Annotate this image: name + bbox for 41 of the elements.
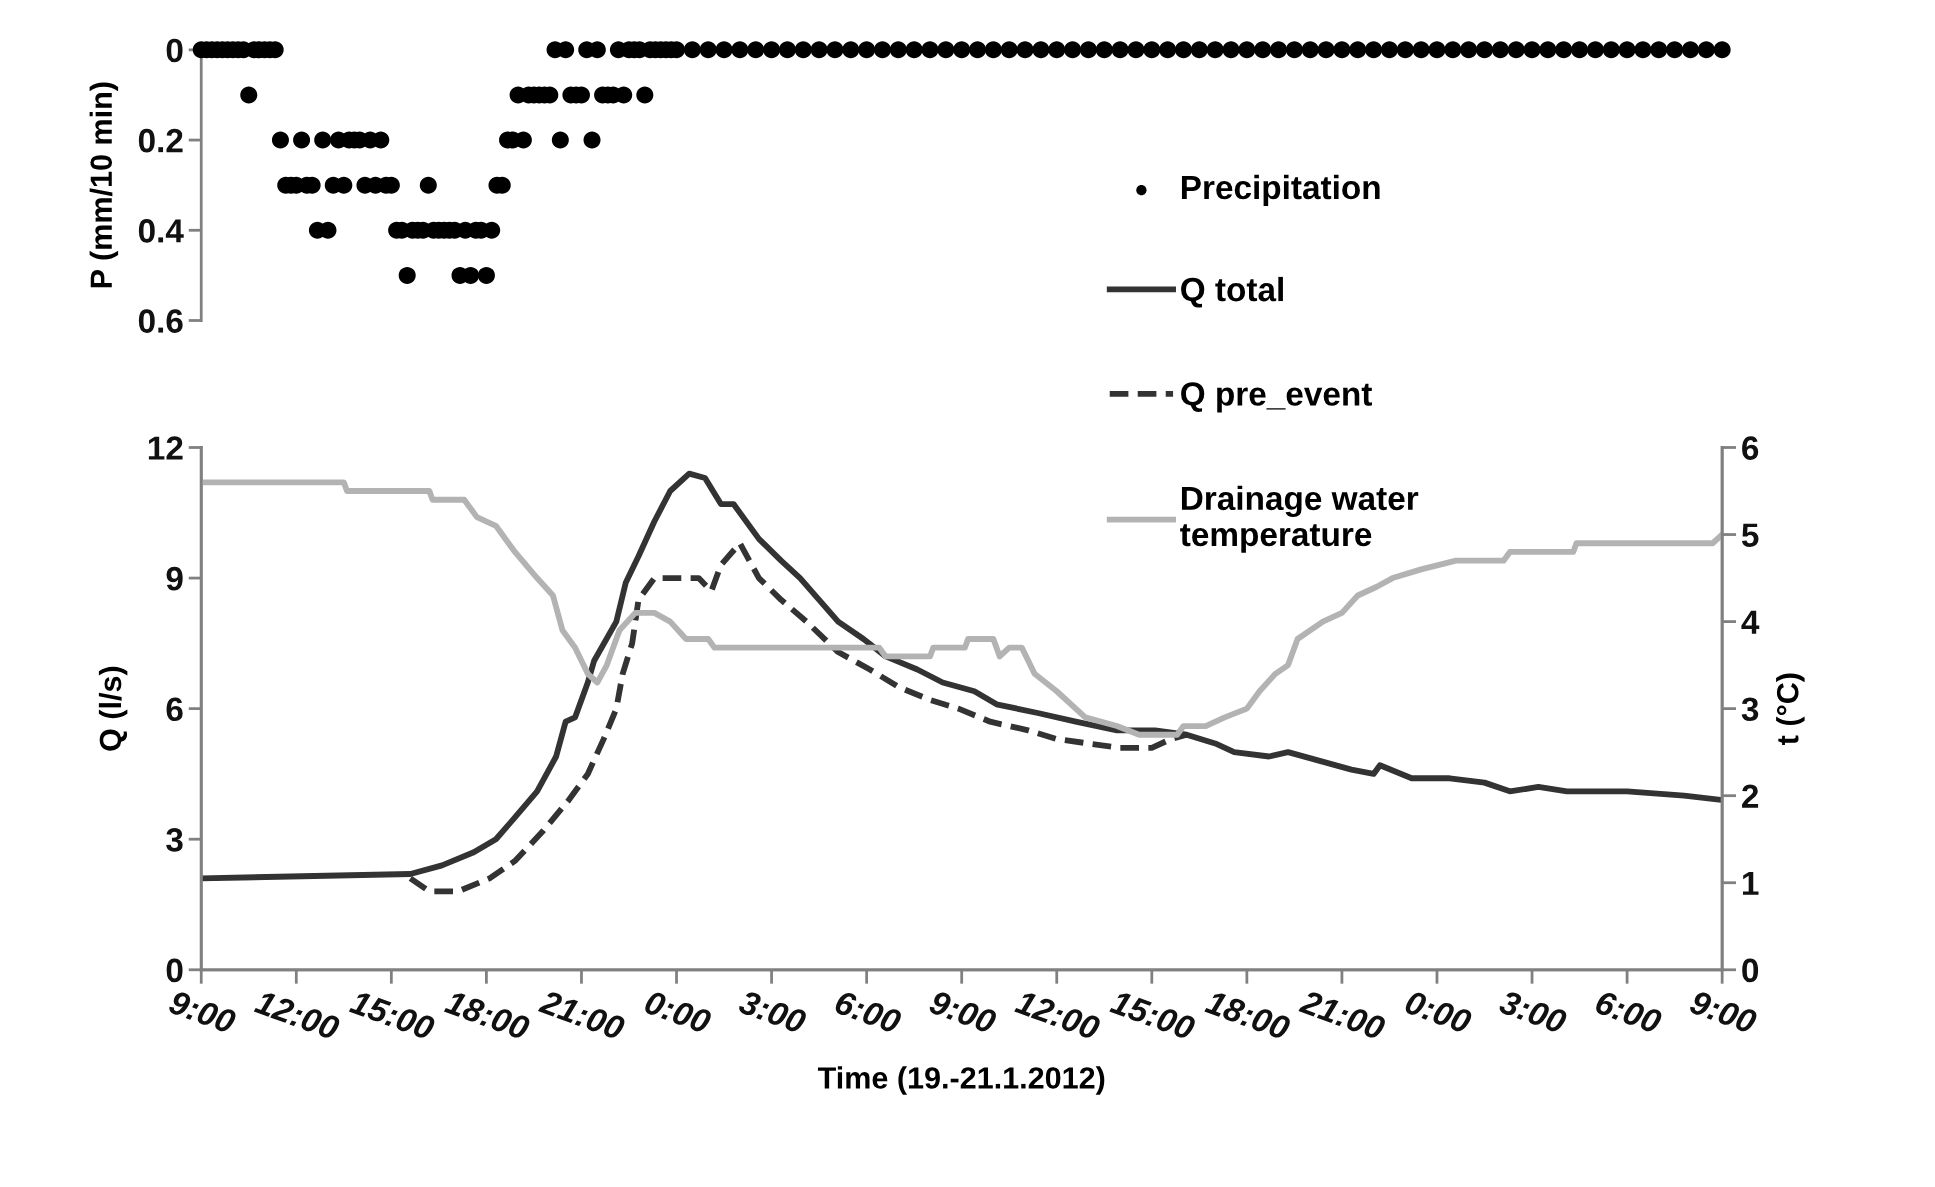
x-tick-label: 15:00: [1109, 989, 1197, 1041]
y-tick-label: 0.6: [138, 309, 183, 333]
x-tick-label: 18:00: [443, 989, 532, 1041]
y-tick-label: 0.2: [138, 128, 183, 153]
x-tick-label: 3:00: [1497, 989, 1569, 1035]
x-tick-label: 6:00: [833, 989, 903, 1035]
x-tick-label: 21:00: [1298, 989, 1387, 1041]
y2-axis-title: t (°C): [1776, 673, 1805, 745]
x-tick-label: 15:00: [348, 989, 437, 1041]
y-tick-label: 12: [148, 436, 183, 460]
x-tick-label: 6:00: [1594, 989, 1664, 1035]
y2-tick-label: 4: [1741, 610, 1760, 634]
y-axis-title: Q (l/s): [98, 666, 128, 751]
y-tick-label: 0.4: [138, 219, 184, 243]
x-tick-label: 12:00: [1014, 989, 1102, 1041]
y2-tick-label: 2: [1742, 784, 1759, 808]
x-tick-label: 9:00: [167, 989, 238, 1035]
x-tick-label: 0:00: [1403, 989, 1474, 1035]
y2-tick-label: 1: [1743, 871, 1759, 895]
y2-tick-label: 3: [1741, 697, 1759, 722]
y2-tick-label: 0: [1742, 958, 1759, 983]
x-axis-title: Time (19.-21.1.2012): [817, 1066, 1105, 1095]
y2-tick-label: 6: [1742, 436, 1759, 460]
legend-label: Q pre_event: [1181, 382, 1372, 413]
legend-label: Precipitation: [1181, 174, 1380, 206]
x-tick-label: 0:00: [643, 989, 713, 1035]
legend-label: Drainage water temperature: [1180, 485, 1419, 553]
y-tick-label: 9: [166, 566, 183, 591]
y-tick-label: 3: [166, 828, 183, 852]
x-tick-label: 9:00: [1688, 989, 1759, 1035]
legend-label: Q total: [1181, 276, 1283, 308]
y2-tick-label: 5: [1741, 523, 1759, 547]
y-tick-label: 0: [166, 958, 183, 983]
y-axis-title: P (mm/10 min): [89, 82, 119, 288]
x-tick-label: 12:00: [253, 989, 342, 1041]
y-tick-label: 6: [166, 697, 183, 722]
x-tick-label: 9:00: [928, 989, 998, 1035]
x-tick-label: 18:00: [1204, 989, 1292, 1041]
x-tick-label: 21:00: [537, 989, 627, 1041]
y-tick-label: 0: [166, 38, 183, 63]
x-tick-label: 3:00: [737, 989, 808, 1035]
